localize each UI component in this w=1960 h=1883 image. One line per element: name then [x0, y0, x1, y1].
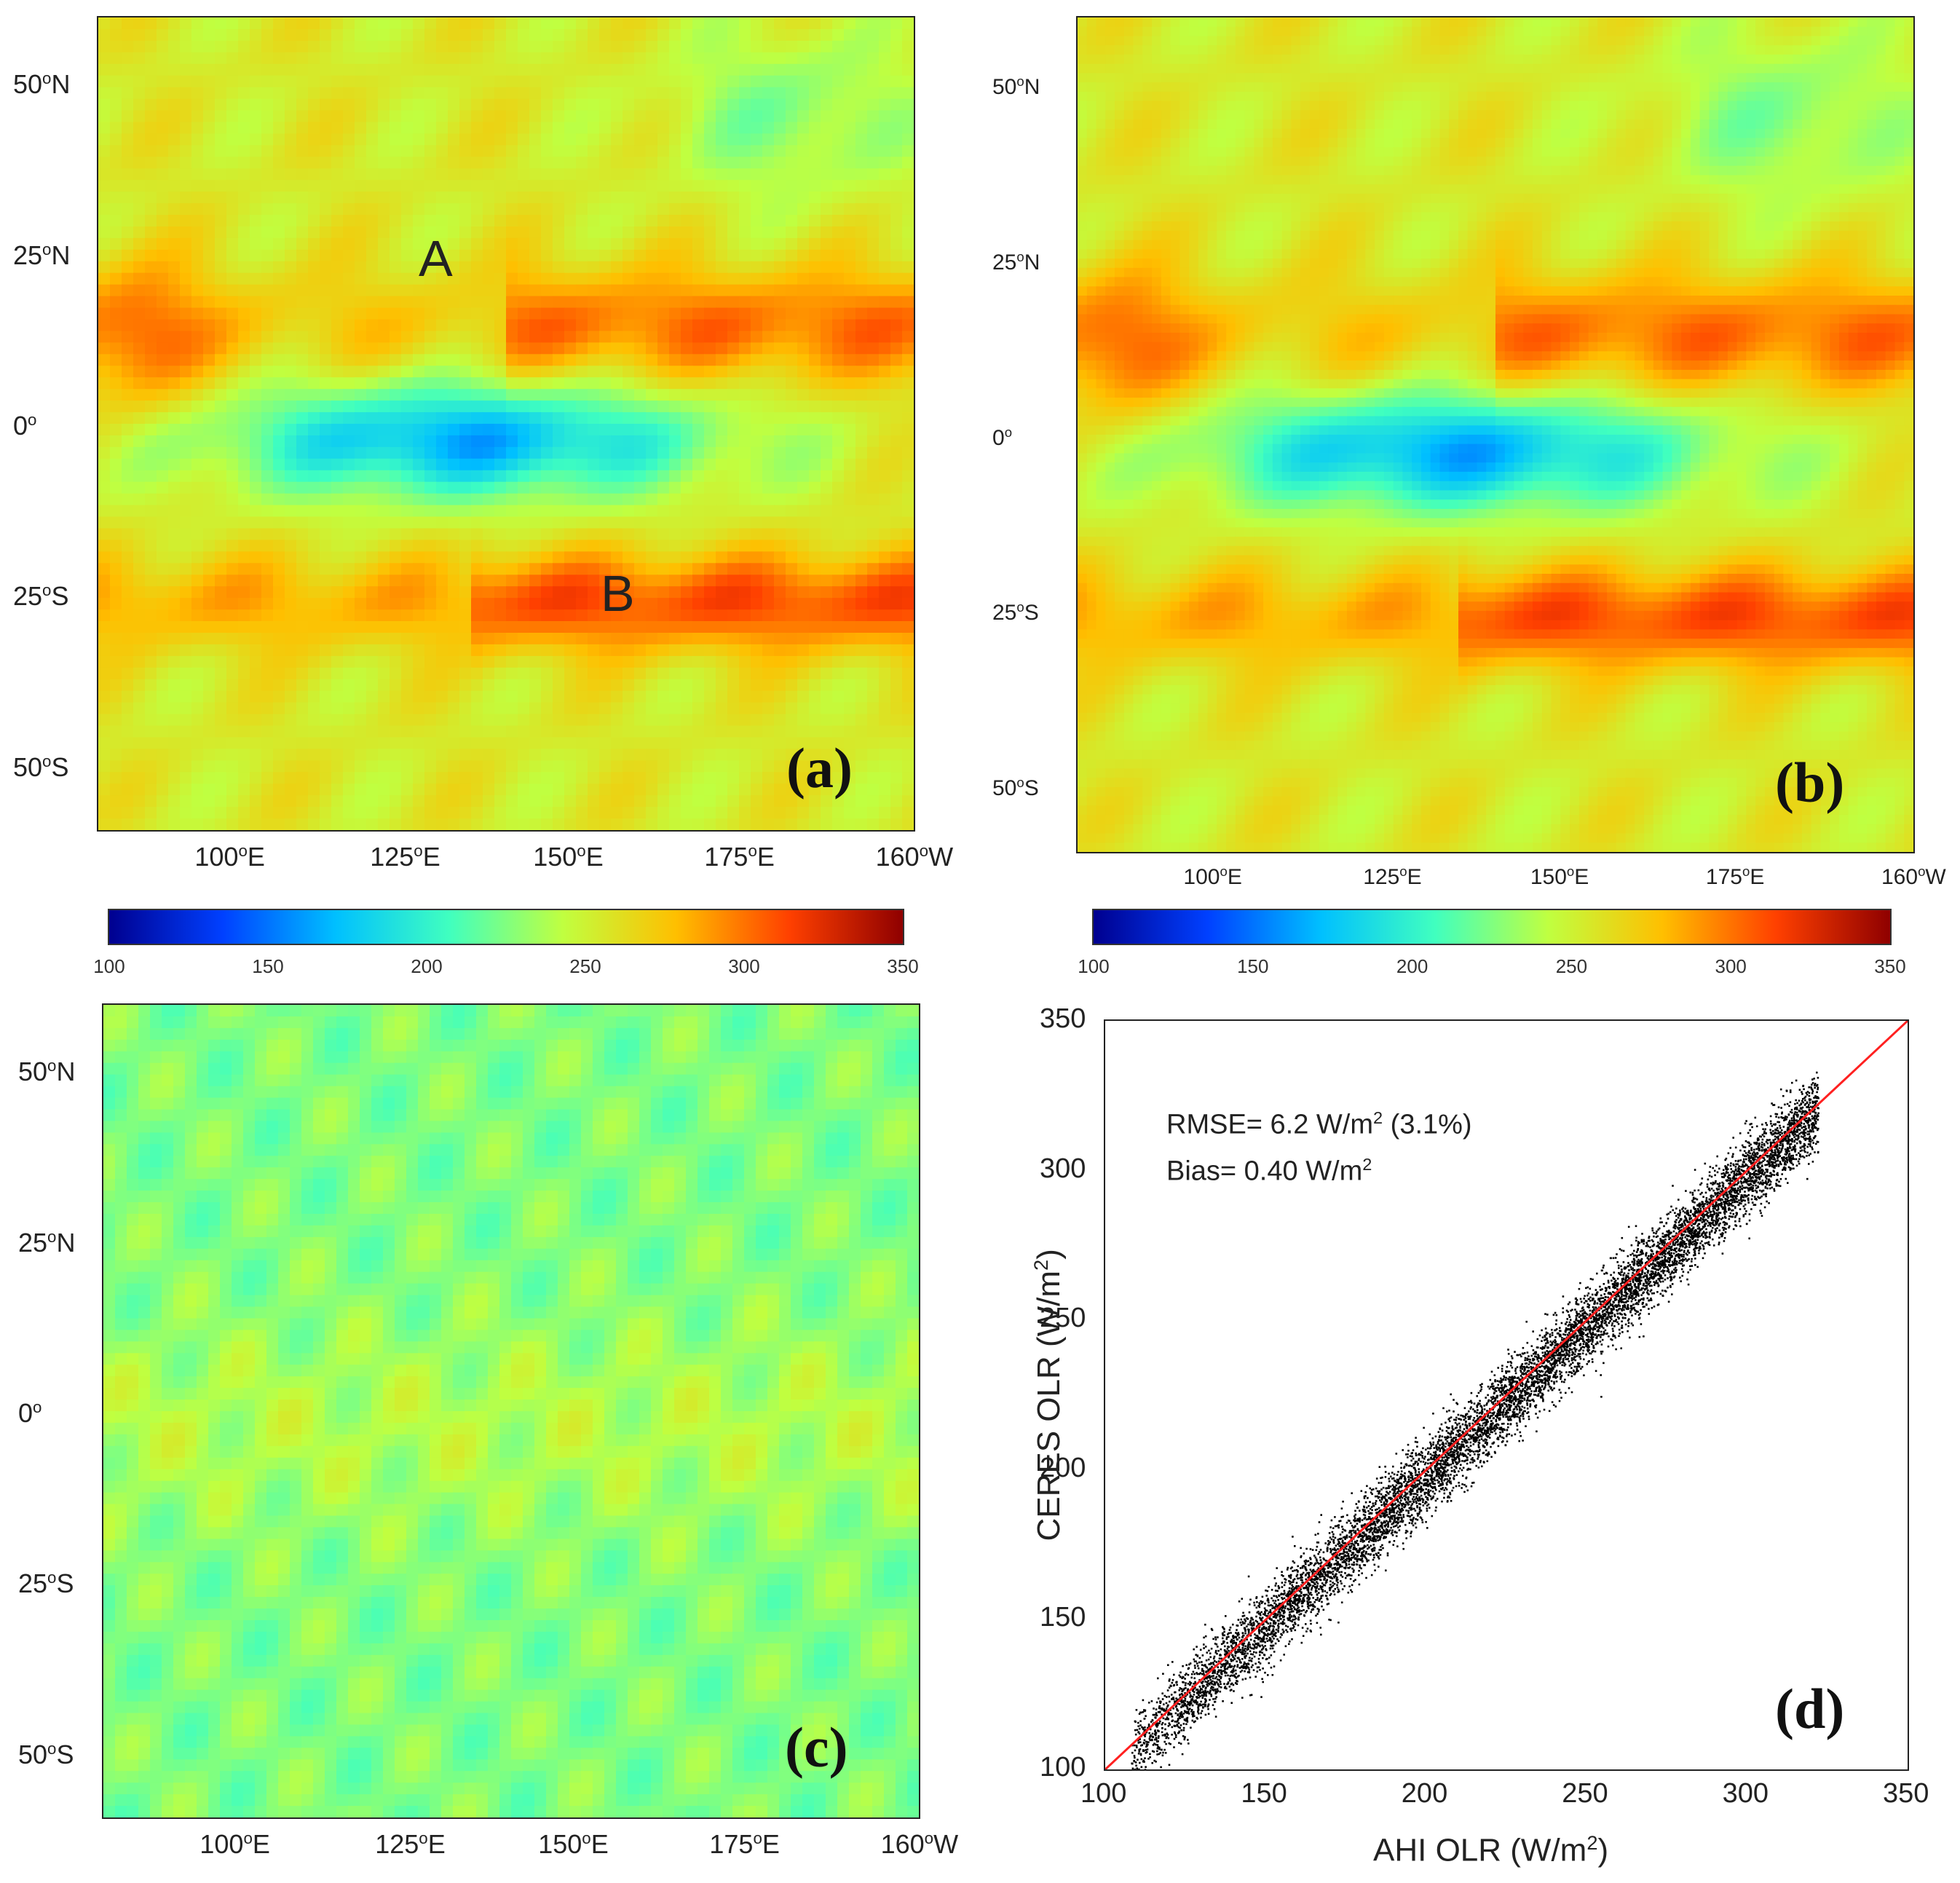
colorbar-tick: 150 [252, 955, 283, 978]
y-title-post: ) [1031, 1249, 1067, 1260]
map-b-lat-label: 50oN [992, 74, 1040, 100]
olr-map-b [1076, 16, 1915, 853]
x-tick-label: 300 [1723, 1778, 1769, 1809]
colorbar-tick: 100 [1078, 955, 1109, 978]
map-a-lat-label: 25oS [13, 581, 68, 612]
map-b-lat-label: 25oS [992, 599, 1039, 625]
panel-letter-c: (c) [785, 1715, 848, 1780]
map-c-lon-label: 100oE [199, 1829, 270, 1860]
y-tick-label: 250 [1040, 1303, 1086, 1334]
map-b-lon-label: 125oE [1363, 864, 1421, 890]
y-title-sup: 2 [1030, 1260, 1052, 1271]
map-a-lon-label: 100oE [194, 842, 265, 872]
map-b-lat-label: 50oS [992, 775, 1039, 801]
colorbar-tick: 250 [569, 955, 601, 978]
x-title-sup: 2 [1586, 1831, 1597, 1854]
colorbar-tick: 250 [1556, 955, 1587, 978]
colorbar-tick: 200 [1396, 955, 1428, 978]
colorbar-tick: 200 [411, 955, 442, 978]
rmse-text: RMSE= 6.2 W/m [1166, 1110, 1373, 1140]
map-c-lat-label: 25oS [18, 1568, 74, 1599]
map-b-lon-label: 160oW [1881, 864, 1946, 890]
map-a-lat-label: 50oN [13, 69, 70, 100]
colorbar-tick: 300 [1715, 955, 1746, 978]
y-tick-label: 350 [1040, 1003, 1086, 1035]
point-b-label: B [601, 564, 635, 623]
map-a-lat-label: 0o [13, 411, 36, 441]
map-a-lon-label: 125oE [370, 842, 440, 872]
colorbar-tick: 300 [728, 955, 759, 978]
colorbar-tick: 150 [1237, 955, 1268, 978]
map-b-lat-label: 25oN [992, 249, 1040, 275]
map-b-lat-label: 0o [992, 425, 1012, 451]
scatter-svg [1105, 1021, 1908, 1769]
bias-text: Bias= 0.40 W/m [1166, 1156, 1362, 1187]
map-b-lon-label: 100oE [1183, 864, 1241, 890]
olr-map-a [97, 16, 915, 832]
map-a-lon-label: 150oE [533, 842, 604, 872]
map-c-lon-label: 125oE [375, 1829, 446, 1860]
map-c-lat-label: 0o [18, 1398, 42, 1429]
y-tick-label: 100 [1040, 1752, 1086, 1783]
y-tick-label: 150 [1040, 1602, 1086, 1633]
x-tick-label: 350 [1883, 1778, 1929, 1809]
map-b-lon-label: 175oE [1706, 864, 1764, 890]
x-tick-label: 250 [1562, 1778, 1608, 1809]
map-a-lat-label: 50oS [13, 752, 68, 783]
olr-field-b [1078, 17, 1913, 852]
map-c-lon-label: 150oE [538, 1829, 609, 1860]
x-title-text: AHI OLR (W/m [1373, 1833, 1586, 1868]
colorbar-tick: 100 [93, 955, 125, 978]
map-b-lon-label: 150oE [1530, 864, 1589, 890]
colorbar-b: 100 150 200 250 300 350 [1078, 909, 1906, 977]
olr-field-c [103, 1005, 919, 1817]
bias-sup: 2 [1362, 1155, 1372, 1174]
bias-annotation: Bias= 0.40 W/m2 [1166, 1155, 1372, 1188]
point-a-label: A [419, 229, 453, 288]
panel-letter-b: (b) [1775, 750, 1844, 816]
map-a-lat-label: 25oN [13, 240, 70, 271]
olr-diff-map-c [102, 1003, 920, 1819]
map-a-lon-label: 175oE [704, 842, 775, 872]
panel-letter-d: (d) [1775, 1676, 1844, 1742]
y-tick-label: 300 [1040, 1153, 1086, 1185]
map-c-lat-label: 50oS [18, 1740, 74, 1770]
rmse-post: (3.1%) [1383, 1110, 1472, 1140]
map-c-lon-label: 160oW [881, 1829, 958, 1860]
x-tick-label: 150 [1241, 1778, 1287, 1809]
olr-field-a [98, 17, 914, 830]
map-c-lat-label: 50oN [18, 1057, 75, 1087]
panel-letter-a: (a) [786, 735, 853, 801]
rmse-sup: 2 [1373, 1108, 1383, 1127]
x-title-post: ) [1598, 1833, 1609, 1868]
y-axis-title: CERES OLR (W/m2) [1030, 1206, 1067, 1584]
map-c-lat-label: 25oN [18, 1228, 75, 1258]
map-a-lon-label: 160oW [876, 842, 953, 872]
colorbar-a: 100 150 200 250 300 350 [93, 909, 919, 977]
map-c-lon-label: 175oE [709, 1829, 780, 1860]
x-axis-title: AHI OLR (W/m2) [1373, 1831, 1608, 1869]
x-tick-label: 100 [1080, 1778, 1126, 1809]
y-tick-label: 200 [1040, 1453, 1086, 1484]
colorbar-tick: 350 [887, 955, 918, 978]
colorbar-tick: 350 [1874, 955, 1905, 978]
rmse-annotation: RMSE= 6.2 W/m2 (3.1%) [1166, 1108, 1472, 1141]
one-to-one-line [1105, 1021, 1908, 1769]
x-tick-label: 200 [1402, 1778, 1447, 1809]
scatter-plot: RMSE= 6.2 W/m2 (3.1%) Bias= 0.40 W/m2 (d… [1104, 1019, 1909, 1771]
